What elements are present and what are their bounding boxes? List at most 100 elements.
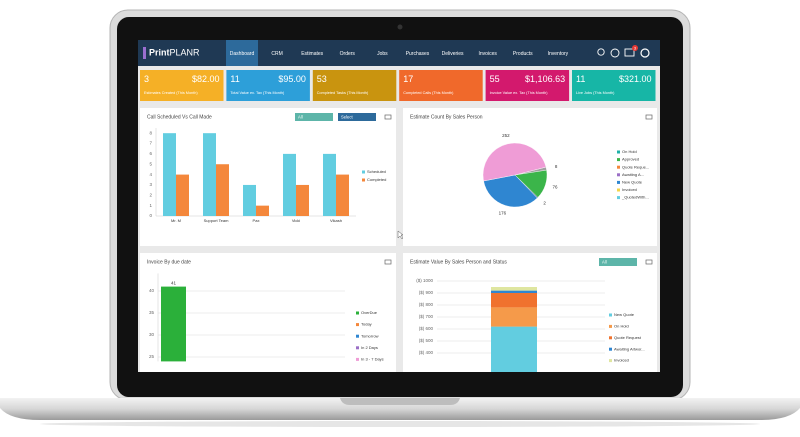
legend-swatch — [617, 196, 620, 200]
data-label: 176 — [499, 210, 507, 215]
legend-label: New Quote — [622, 179, 643, 184]
nav-bar — [138, 40, 660, 66]
bar — [161, 286, 186, 362]
stat-card[interactable] — [485, 70, 570, 101]
filter-label[interactable]: All — [298, 114, 303, 119]
print-icon[interactable] — [384, 259, 392, 265]
stat-card[interactable] — [140, 70, 224, 101]
y-tick-label: ($) 700 — [419, 314, 434, 319]
legend-label: In 3 - 7 Days — [361, 356, 384, 361]
y-tick-label: 0 — [149, 213, 152, 218]
y-tick-label: 2 — [149, 192, 152, 197]
y-tick-label: 6 — [149, 151, 152, 156]
filter-dropdown[interactable] — [599, 258, 637, 266]
bar — [216, 164, 229, 216]
nav-item[interactable]: Dashboard — [230, 51, 255, 57]
legend-label: In 2 Days — [361, 345, 378, 350]
card-count: 3 — [144, 74, 149, 84]
laptop-base — [0, 398, 800, 420]
nav-item[interactable]: CRM — [271, 51, 282, 57]
filter-dropdown[interactable] — [338, 113, 376, 121]
logo-part: PLANR — [170, 48, 201, 58]
legend-label: Today — [361, 322, 372, 327]
card-amount: $95.00 — [278, 74, 306, 84]
legend-swatch — [609, 347, 612, 351]
badge-count: 3 — [634, 45, 637, 50]
settings-icon[interactable] — [640, 48, 650, 58]
bar — [203, 133, 216, 216]
card-count: 11 — [576, 74, 585, 84]
nav-item[interactable]: Deliveries — [442, 51, 464, 57]
card-count: 11 — [230, 74, 239, 84]
data-label: 252 — [502, 133, 510, 138]
legend-swatch — [609, 336, 612, 340]
print-icon[interactable] — [645, 114, 653, 120]
bar — [256, 205, 269, 216]
x-tick-label: Support Team — [204, 218, 229, 223]
logo-mark — [143, 47, 146, 59]
data-label: 41 — [171, 280, 177, 285]
y-tick-label: ($) 800 — [419, 302, 434, 307]
legend-label: Scheduled — [367, 169, 386, 174]
legend-label: Awaiting A... — [622, 172, 644, 177]
legend-label: On Hold — [614, 323, 629, 328]
nav-item[interactable]: Orders — [340, 51, 356, 57]
card-amount: $1,106.63 — [525, 74, 565, 84]
y-tick-label: 1 — [149, 203, 152, 208]
y-tick-label: 25 — [149, 354, 155, 359]
stat-card[interactable] — [572, 70, 656, 101]
print-icon[interactable] — [384, 114, 392, 120]
card-amount: $82.00 — [192, 74, 220, 84]
card-amount: $321.00 — [619, 74, 652, 84]
legend-swatch — [356, 311, 359, 315]
bar-segment — [491, 326, 537, 372]
cursor — [397, 230, 404, 240]
print-icon[interactable] — [645, 259, 653, 265]
legend-swatch — [617, 158, 620, 162]
add-icon[interactable] — [610, 48, 620, 58]
legend-label: Tomorrow — [361, 333, 379, 338]
legend-swatch — [609, 359, 612, 363]
nav-item[interactable]: Purchases — [406, 51, 430, 57]
legend-label: Quote Request — [614, 335, 642, 340]
x-tick-label: Mr. M — [171, 218, 181, 223]
bar-segment — [491, 290, 537, 293]
legend-label: Approved — [622, 157, 639, 162]
y-tick-label: ($) 500 — [419, 338, 434, 343]
nav-item[interactable]: Products — [513, 51, 533, 57]
filter-dropdown[interactable] — [295, 113, 333, 121]
data-label: 76 — [552, 184, 558, 189]
nav-item[interactable]: Inventory — [548, 51, 569, 57]
y-tick-label: 3 — [149, 182, 152, 187]
legend-swatch — [617, 173, 620, 177]
legend-swatch — [617, 180, 620, 184]
legend-label: Awaiting Artwor... — [614, 346, 645, 351]
nav-item[interactable]: Estimates — [301, 51, 323, 57]
bar — [243, 184, 256, 216]
mail-icon[interactable] — [624, 48, 635, 57]
pie-slice — [483, 174, 538, 208]
badge — [632, 45, 638, 51]
card-count: 17 — [403, 74, 413, 84]
logo: PrintPLANR — [149, 48, 200, 58]
search-icon[interactable] — [597, 48, 605, 56]
filter-label[interactable]: Select — [341, 114, 353, 119]
y-tick-label: 8 — [149, 130, 152, 135]
bar — [283, 153, 296, 216]
bar — [296, 184, 309, 216]
pie-slice — [482, 142, 547, 182]
card-label: Completed Tasks (This Month) — [317, 91, 369, 95]
stat-card[interactable] — [312, 70, 397, 101]
legend-swatch — [356, 346, 359, 350]
nav-item[interactable]: Jobs — [377, 51, 388, 57]
stat-card[interactable] — [399, 70, 483, 101]
legend-label: On Hold — [622, 149, 637, 154]
shadow — [40, 421, 760, 427]
nav-item[interactable]: Invoices — [479, 51, 498, 57]
filter-label[interactable]: All — [602, 259, 607, 264]
screen: PrintPLANR Dashboard CRM Estimates Orders Job… — [138, 40, 660, 372]
card-label: Live Jobs (This Month) — [576, 91, 615, 95]
stat-card[interactable] — [226, 70, 310, 101]
y-tick-label: 30 — [149, 332, 155, 337]
legend-swatch — [356, 323, 359, 327]
